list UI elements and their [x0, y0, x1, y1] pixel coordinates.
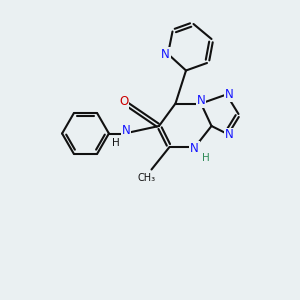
Text: N: N	[224, 128, 233, 142]
Text: N: N	[224, 88, 233, 101]
Text: CH₃: CH₃	[138, 173, 156, 183]
Text: H: H	[202, 153, 209, 164]
Text: N: N	[122, 124, 130, 137]
Text: N: N	[190, 142, 199, 155]
Text: N: N	[196, 94, 206, 107]
Text: N: N	[161, 47, 170, 61]
Text: H: H	[112, 137, 120, 148]
Text: O: O	[119, 94, 128, 108]
